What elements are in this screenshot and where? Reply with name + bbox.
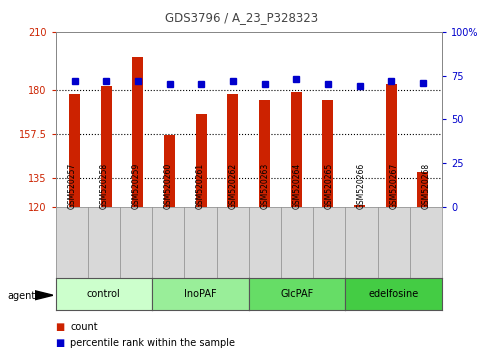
Text: GDS3796 / A_23_P328323: GDS3796 / A_23_P328323 [165, 11, 318, 24]
Text: count: count [70, 322, 98, 332]
Bar [354, 205, 365, 207]
Polygon shape [35, 291, 53, 300]
Text: InoPAF: InoPAF [184, 289, 217, 299]
Text: percentile rank within the sample: percentile rank within the sample [70, 338, 235, 348]
Bar [417, 172, 428, 207]
Text: agent: agent [7, 291, 35, 301]
Bar [259, 100, 270, 207]
Text: GlcPAF: GlcPAF [281, 289, 313, 299]
Text: GSM520264: GSM520264 [293, 163, 301, 209]
Bar [132, 57, 143, 207]
Text: GSM520268: GSM520268 [421, 163, 430, 209]
Text: GSM520259: GSM520259 [131, 163, 141, 209]
Bar [164, 135, 175, 207]
Bar [291, 92, 302, 207]
Text: GSM520265: GSM520265 [325, 163, 334, 209]
Text: ■: ■ [56, 338, 65, 348]
Text: GSM520267: GSM520267 [389, 163, 398, 209]
Bar [100, 86, 112, 207]
Text: edelfosine: edelfosine [369, 289, 419, 299]
Bar [69, 94, 80, 207]
Text: control: control [87, 289, 121, 299]
Bar [386, 84, 397, 207]
Text: GSM520262: GSM520262 [228, 163, 237, 209]
Text: GSM520258: GSM520258 [99, 163, 108, 209]
Text: GSM520261: GSM520261 [196, 163, 205, 209]
Text: GSM520260: GSM520260 [164, 163, 173, 209]
Bar [227, 94, 239, 207]
Bar [322, 100, 333, 207]
Bar [196, 114, 207, 207]
Text: GSM520266: GSM520266 [357, 163, 366, 209]
Text: GSM520257: GSM520257 [67, 163, 76, 209]
Text: GSM520263: GSM520263 [260, 163, 270, 209]
Text: ■: ■ [56, 322, 65, 332]
